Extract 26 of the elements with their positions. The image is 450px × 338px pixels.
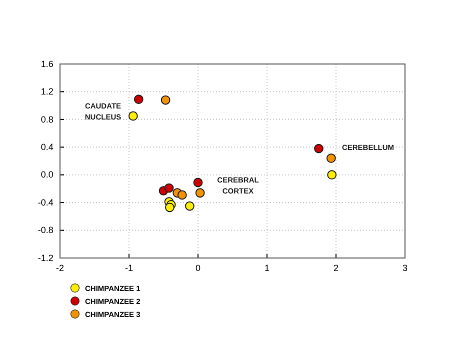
point xyxy=(185,201,194,211)
y-tick-label: 0.4 xyxy=(40,142,54,152)
y-tick-label: 1.6 xyxy=(40,58,54,69)
point xyxy=(327,170,337,180)
x-tick-label: -1 xyxy=(124,262,134,273)
x-tick-label: -2 xyxy=(56,262,64,273)
y-tick-label: 0.8 xyxy=(40,114,54,124)
point xyxy=(195,188,205,198)
y-tick-label: -1.2 xyxy=(38,252,54,263)
point xyxy=(128,111,138,121)
y-tick-label: 1.2 xyxy=(40,86,54,97)
x-tick-label: 0 xyxy=(195,262,201,273)
y-tick-label: -0.4 xyxy=(38,197,54,208)
x-tick-label: 2 xyxy=(333,262,339,273)
point xyxy=(177,190,187,200)
x-tick-label: 3 xyxy=(402,262,408,273)
point xyxy=(134,94,144,104)
point xyxy=(193,178,203,188)
point xyxy=(164,183,174,193)
y-tick-label: -0.8 xyxy=(38,225,54,236)
point xyxy=(165,202,174,212)
x-tick-label: 1 xyxy=(264,262,270,273)
y-tick-label: 0.0 xyxy=(40,170,54,180)
point xyxy=(160,95,170,105)
point xyxy=(326,154,336,163)
point xyxy=(314,144,324,154)
